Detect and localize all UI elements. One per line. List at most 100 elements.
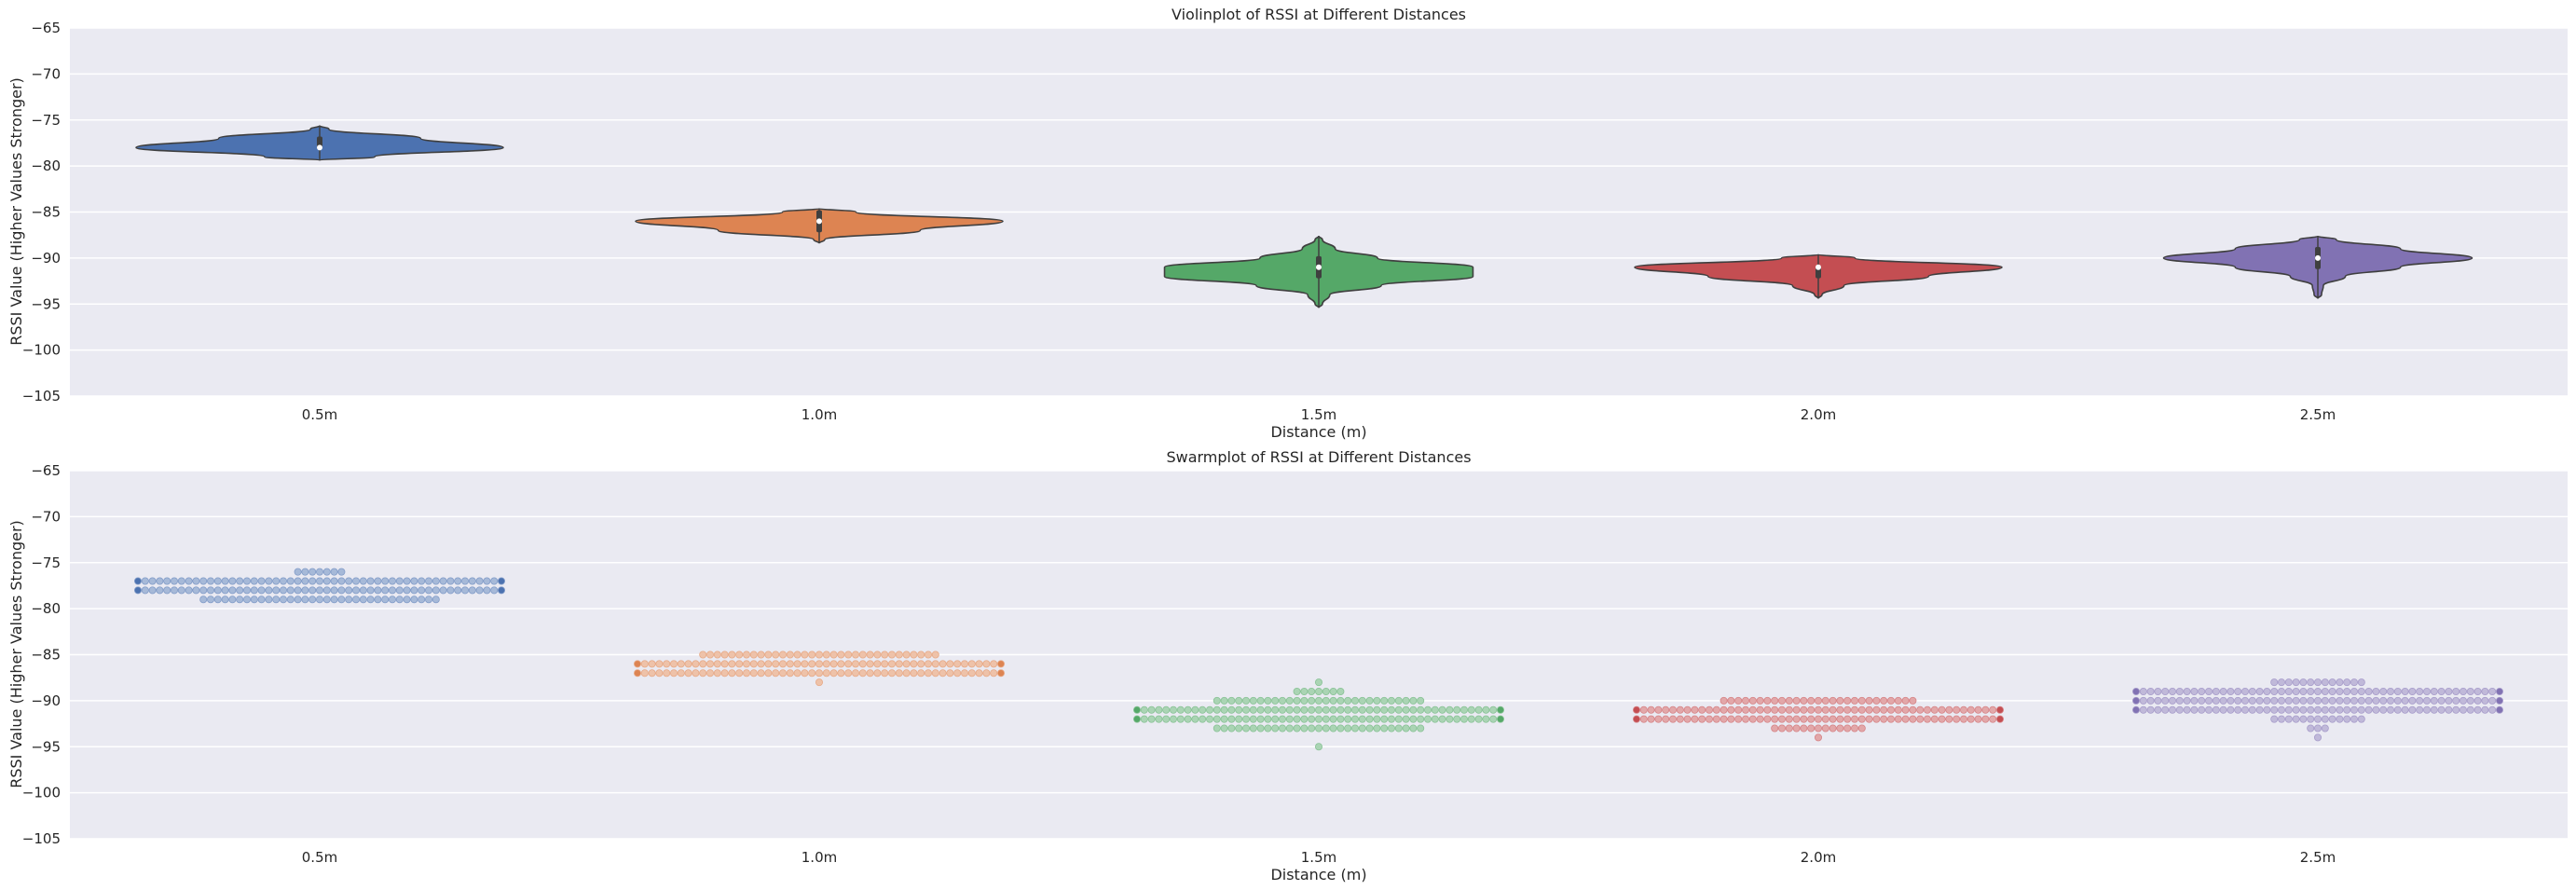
swarm-point-2.5m bbox=[2386, 705, 2394, 714]
violin-x-tick-label: 2.0m bbox=[1801, 406, 1836, 423]
swarm-point-0.5m bbox=[483, 577, 491, 585]
swarm-point-2.5m bbox=[2481, 705, 2489, 714]
swarm-point-2.5m bbox=[2328, 678, 2336, 687]
swarm-point-1.5m bbox=[1170, 715, 1178, 723]
swarm-point-1.5m bbox=[1329, 705, 1337, 714]
swarm-point-2.5m bbox=[2437, 688, 2446, 696]
swarm-point-0.5m bbox=[221, 577, 229, 585]
swarm-point-1.0m bbox=[779, 669, 788, 678]
swarm-point-0.5m bbox=[301, 577, 309, 585]
swarm-point-1.5m bbox=[1242, 696, 1251, 705]
swarm-point-2.5m bbox=[2139, 696, 2147, 705]
swarm-point-2.0m bbox=[1901, 705, 1910, 714]
swarm-point-1.5m bbox=[1489, 705, 1498, 714]
violin-y-tick-label: −105 bbox=[22, 388, 61, 404]
swarm-point-2.5m bbox=[2350, 678, 2358, 687]
swarm-point-2.0m bbox=[1909, 705, 1917, 714]
swarm-point-2.0m bbox=[1633, 715, 1641, 723]
swarm-point-1.5m bbox=[1147, 715, 1156, 723]
swarm-point-2.0m bbox=[1851, 715, 1859, 723]
swarm-point-0.5m bbox=[163, 577, 171, 585]
swarm-point-2.5m bbox=[2328, 715, 2336, 723]
swarm-point-2.5m bbox=[2248, 696, 2256, 705]
swarm-point-0.5m bbox=[133, 586, 142, 595]
swarm-point-2.0m bbox=[1720, 696, 1728, 705]
violin-x-tick-labels: 0.5m 1.0m 1.5m 2.0m 2.5m bbox=[302, 406, 2336, 423]
swarm-point-2.0m bbox=[1945, 715, 1953, 723]
swarm-point-0.5m bbox=[265, 596, 273, 604]
swarm-point-2.0m bbox=[1821, 696, 1829, 705]
swarm-point-2.5m bbox=[2445, 696, 2453, 705]
swarm-point-2.5m bbox=[2263, 705, 2271, 714]
swarm-point-0.5m bbox=[148, 586, 157, 595]
swarm-point-2.0m bbox=[1639, 705, 1648, 714]
swarm-point-2.5m bbox=[2336, 715, 2344, 723]
swarm-point-2.5m bbox=[2292, 715, 2300, 723]
violin-median-marker bbox=[816, 218, 822, 225]
swarm-point-2.5m bbox=[2372, 705, 2380, 714]
swarm-point-1.5m bbox=[1213, 696, 1221, 705]
swarm-point-2.0m bbox=[1807, 715, 1816, 723]
swarm-point-2.0m bbox=[1901, 696, 1910, 705]
swarm-point-1.0m bbox=[713, 650, 721, 659]
swarm-point-2.5m bbox=[2292, 705, 2300, 714]
swarm-point-0.5m bbox=[483, 586, 491, 595]
swarm-point-1.5m bbox=[1249, 715, 1257, 723]
swarm-point-1.0m bbox=[829, 669, 838, 678]
swarm-point-0.5m bbox=[388, 577, 396, 585]
swarm-point-2.5m bbox=[2321, 696, 2329, 705]
swarm-point-0.5m bbox=[403, 586, 411, 595]
swarm-point-1.0m bbox=[786, 660, 794, 668]
violin-median-marker bbox=[1316, 264, 1322, 270]
swarm-point-0.5m bbox=[395, 577, 404, 585]
swarm-point-1.5m bbox=[1351, 705, 1360, 714]
swarm-point-2.0m bbox=[1865, 715, 1873, 723]
swarm-point-2.5m bbox=[2190, 696, 2199, 705]
swarm-point-2.5m bbox=[2488, 696, 2497, 705]
swarm-point-2.0m bbox=[1851, 705, 1859, 714]
violin-marks bbox=[135, 125, 2473, 308]
swarm-point-2.0m bbox=[1698, 705, 1706, 714]
swarm-y-tick-label: −85 bbox=[31, 647, 61, 664]
swarm-point-2.5m bbox=[2488, 705, 2497, 714]
swarm-point-2.0m bbox=[1778, 724, 1787, 733]
swarm-point-1.0m bbox=[844, 660, 853, 668]
swarm-point-2.0m bbox=[1923, 715, 1931, 723]
swarm-point-0.5m bbox=[424, 586, 432, 595]
swarm-point-2.0m bbox=[1930, 705, 1939, 714]
swarm-point-1.0m bbox=[939, 669, 947, 678]
swarm-point-0.5m bbox=[279, 596, 287, 604]
swarm-point-0.5m bbox=[359, 586, 367, 595]
swarm-point-2.5m bbox=[2292, 678, 2300, 687]
swarm-point-0.5m bbox=[410, 577, 418, 585]
violin-plot-panel: −65 −70 −75 −80 −85 −90 −95 −100 −105 0.5m 1.0m 1.… bbox=[7, 6, 2568, 441]
swarm-point-2.5m bbox=[2299, 678, 2308, 687]
swarm-point-2.0m bbox=[1829, 724, 1837, 733]
swarm-point-1.0m bbox=[706, 660, 715, 668]
swarm-point-0.5m bbox=[418, 596, 426, 604]
swarm-point-1.5m bbox=[1220, 696, 1228, 705]
swarm-point-2.0m bbox=[1734, 705, 1743, 714]
swarm-point-0.5m bbox=[490, 586, 499, 595]
swarm-point-0.5m bbox=[279, 586, 287, 595]
swarm-point-1.0m bbox=[895, 650, 903, 659]
swarm-point-2.5m bbox=[2307, 688, 2315, 696]
swarm-point-2.5m bbox=[2328, 696, 2336, 705]
swarm-point-2.0m bbox=[1720, 705, 1728, 714]
swarm-y-tick-label: −75 bbox=[31, 555, 61, 571]
swarm-point-1.5m bbox=[1482, 715, 1490, 723]
swarm-point-2.0m bbox=[1778, 696, 1787, 705]
swarm-point-2.5m bbox=[2343, 678, 2351, 687]
swarm-point-2.5m bbox=[2240, 696, 2249, 705]
violin-y-tick-label: −100 bbox=[22, 342, 61, 359]
swarm-point-2.5m bbox=[2154, 705, 2162, 714]
swarm-point-2.5m bbox=[2473, 705, 2482, 714]
swarm-point-1.0m bbox=[801, 669, 809, 678]
swarm-point-1.0m bbox=[997, 669, 1006, 678]
swarm-point-1.5m bbox=[1256, 724, 1265, 733]
swarm-point-0.5m bbox=[322, 586, 331, 595]
swarm-marks bbox=[133, 568, 2503, 751]
swarm-point-1.5m bbox=[1315, 688, 1323, 696]
swarm-point-0.5m bbox=[322, 568, 331, 576]
swarm-point-2.5m bbox=[2452, 688, 2460, 696]
